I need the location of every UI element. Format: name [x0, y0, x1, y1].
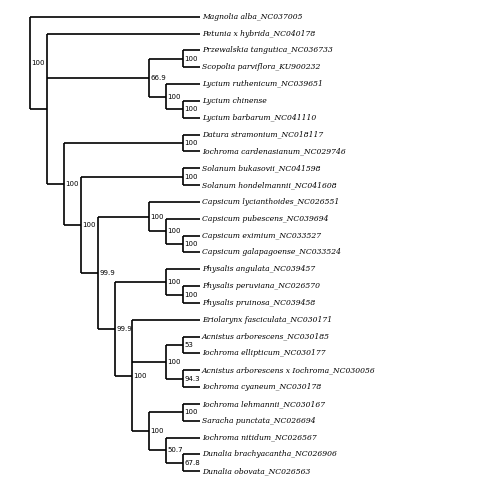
Text: Lycium chinense: Lycium chinense	[202, 97, 266, 105]
Text: Physalis peruviana_NC026570: Physalis peruviana_NC026570	[202, 282, 320, 290]
Text: Capsicum eximium_NC033527: Capsicum eximium_NC033527	[202, 232, 321, 240]
Text: 66.9: 66.9	[150, 75, 166, 81]
Text: 100: 100	[133, 372, 146, 379]
Text: Lycium ruthenicum_NC039651: Lycium ruthenicum_NC039651	[202, 80, 322, 88]
Text: 100: 100	[167, 228, 180, 234]
Text: 100: 100	[66, 181, 79, 187]
Text: Acnistus arborescens_NC030185: Acnistus arborescens_NC030185	[202, 333, 330, 341]
Text: 53: 53	[184, 342, 193, 348]
Text: 100: 100	[150, 428, 164, 434]
Text: 100: 100	[150, 214, 164, 220]
Text: 50.7: 50.7	[167, 447, 182, 453]
Text: Iochroma cardenasianum_NC029746: Iochroma cardenasianum_NC029746	[202, 147, 346, 155]
Text: Przewalskia tangutica_NC036733: Przewalskia tangutica_NC036733	[202, 46, 332, 54]
Text: Magnolia alba_NC037005: Magnolia alba_NC037005	[202, 13, 302, 20]
Text: Lycium barbarum_NC041110: Lycium barbarum_NC041110	[202, 114, 316, 122]
Text: 100: 100	[167, 359, 180, 365]
Text: Eriolarynx fasciculata_NC030171: Eriolarynx fasciculata_NC030171	[202, 316, 332, 324]
Text: 94.3: 94.3	[184, 376, 200, 382]
Text: Iochroma lehmannii_NC030167: Iochroma lehmannii_NC030167	[202, 400, 325, 408]
Text: 100: 100	[167, 94, 180, 100]
Text: 100: 100	[184, 140, 198, 146]
Text: Acnistus arborescens x Iochroma_NC030056: Acnistus arborescens x Iochroma_NC030056	[202, 366, 376, 374]
Text: 100: 100	[167, 279, 180, 285]
Text: Solanum hondelmannii_NC041608: Solanum hondelmannii_NC041608	[202, 181, 336, 189]
Text: Physalis angulata_NC039457: Physalis angulata_NC039457	[202, 265, 315, 273]
Text: 100: 100	[184, 241, 198, 247]
Text: 100: 100	[82, 222, 96, 228]
Text: 100: 100	[184, 291, 198, 298]
Text: Capsicum lycianthoides_NC026551: Capsicum lycianthoides_NC026551	[202, 198, 339, 206]
Text: Dunalia obovata_NC026563: Dunalia obovata_NC026563	[202, 468, 310, 475]
Text: Dunalia brachyacantha_NC026906: Dunalia brachyacantha_NC026906	[202, 450, 336, 459]
Text: Saracha punctata_NC026694: Saracha punctata_NC026694	[202, 417, 316, 425]
Text: Physalis pruinosa_NC039458: Physalis pruinosa_NC039458	[202, 299, 315, 307]
Text: Scopolia parviflora_KU900232: Scopolia parviflora_KU900232	[202, 63, 320, 71]
Text: 100: 100	[184, 56, 198, 62]
Text: 100: 100	[32, 60, 45, 66]
Text: Iochroma cyaneum_NC030178: Iochroma cyaneum_NC030178	[202, 383, 321, 391]
Text: Datura stramonium_NC018117: Datura stramonium_NC018117	[202, 131, 323, 139]
Text: 100: 100	[184, 174, 198, 180]
Text: Iochroma nitidum_NC026567: Iochroma nitidum_NC026567	[202, 434, 316, 442]
Text: Capsicum galapagoense_NC033524: Capsicum galapagoense_NC033524	[202, 248, 341, 256]
Text: Solanum bukasovii_NC041598: Solanum bukasovii_NC041598	[202, 164, 320, 172]
Text: 99.9: 99.9	[100, 270, 115, 276]
Text: 99.9: 99.9	[116, 325, 132, 332]
Text: 100: 100	[184, 106, 198, 112]
Text: Iochroma ellipticum_NC030177: Iochroma ellipticum_NC030177	[202, 349, 326, 357]
Text: 67.8: 67.8	[184, 460, 200, 466]
Text: Capsicum pubescens_NC039694: Capsicum pubescens_NC039694	[202, 215, 328, 223]
Text: Petunia x hybrida_NC040178: Petunia x hybrida_NC040178	[202, 29, 315, 38]
Text: 100: 100	[184, 409, 198, 415]
